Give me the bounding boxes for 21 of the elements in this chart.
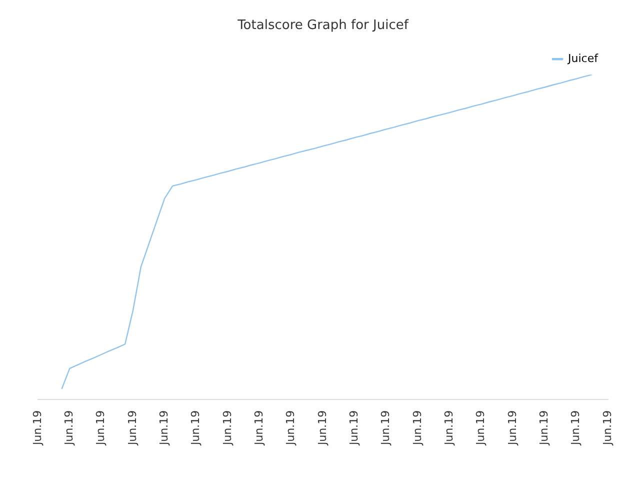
x-tick-label: Jun.19 xyxy=(538,410,551,446)
x-tick-label: Jun.19 xyxy=(316,410,329,446)
x-tick-label: Jun.19 xyxy=(62,410,76,446)
x-tick-label: Jun.19 xyxy=(569,410,582,446)
x-tick-label: Jun.19 xyxy=(379,410,392,446)
x-tick-label: Jun.19 xyxy=(30,410,44,446)
legend-label: Juicef xyxy=(567,52,600,65)
x-tick-label: Jun.19 xyxy=(94,410,108,446)
x-tick-label: Jun.19 xyxy=(600,410,614,446)
x-tick-label: Jun.19 xyxy=(348,410,361,446)
x-tick-label: Jun.19 xyxy=(220,410,234,446)
x-tick-label: Jun.19 xyxy=(189,410,202,446)
x-tick-label: Jun.19 xyxy=(474,410,488,446)
x-tick-label: Jun.19 xyxy=(158,410,171,446)
x-tick-label: Jun.19 xyxy=(284,410,298,446)
x-tick-label: Jun.19 xyxy=(126,410,139,446)
x-tick-label: Jun.19 xyxy=(252,410,266,446)
x-tick-label: Jun.19 xyxy=(442,410,456,446)
x-tick-label: Jun.19 xyxy=(410,410,424,446)
chart-title: Totalscore Graph for Juicef xyxy=(236,18,409,34)
x-tick-label: Jun.19 xyxy=(506,410,519,446)
